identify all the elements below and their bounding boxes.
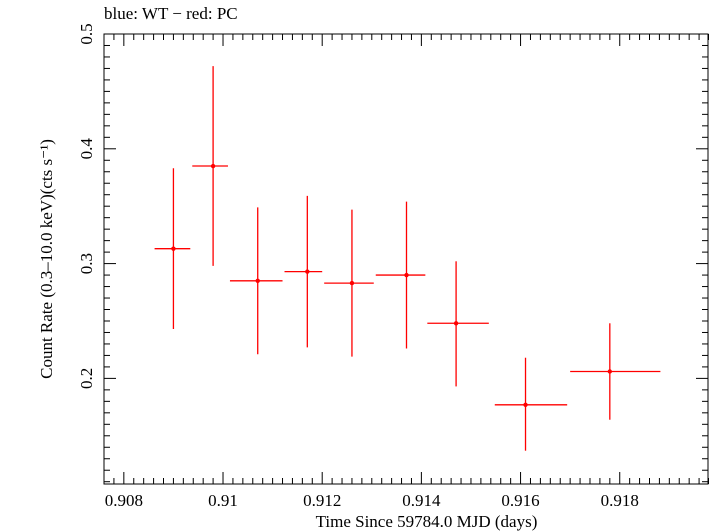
x-tick-label: 0.916 (501, 491, 539, 510)
data-point (375, 201, 426, 349)
x-axis-label: Time Since 59784.0 MJD (days) (316, 512, 538, 531)
point-marker (255, 278, 260, 284)
x-tick-label: 0.914 (402, 491, 441, 510)
point-marker (607, 369, 613, 374)
point-marker (523, 402, 528, 407)
plot-frame (103, 33, 709, 485)
x-tick-label: 0.91 (208, 491, 238, 510)
point-marker (210, 163, 216, 169)
data-point (570, 323, 661, 420)
y-tick-label: 0.5 (77, 23, 96, 44)
data-point (154, 168, 191, 330)
data-point (229, 207, 283, 355)
point-marker (349, 280, 355, 286)
data-point (427, 261, 489, 387)
data-points (154, 66, 661, 451)
axis-ticks: 0.908 0.91 0.912 0.914 0.916 0.918 0.2 0.3 0.4 0.… (77, 23, 709, 510)
data-point (494, 357, 568, 451)
x-tick-label: 0.908 (105, 491, 143, 510)
point-marker (404, 272, 409, 278)
data-point (324, 209, 374, 357)
data-point (192, 66, 228, 266)
y-tick-label: 0.4 (77, 138, 96, 160)
y-tick-label: 0.2 (77, 368, 96, 389)
x-tick-label: 0.918 (601, 491, 639, 510)
point-marker (453, 321, 459, 326)
x-tick-label: 0.912 (303, 491, 341, 510)
y-tick-label: 0.3 (77, 253, 96, 274)
point-marker (305, 269, 310, 274)
data-point (284, 195, 323, 348)
point-marker (171, 246, 176, 251)
chart-title: blue: WT − red: PC (104, 4, 238, 23)
y-axis-label: Count Rate (0.3–10.0 keV)(cts s⁻¹) (37, 139, 56, 379)
